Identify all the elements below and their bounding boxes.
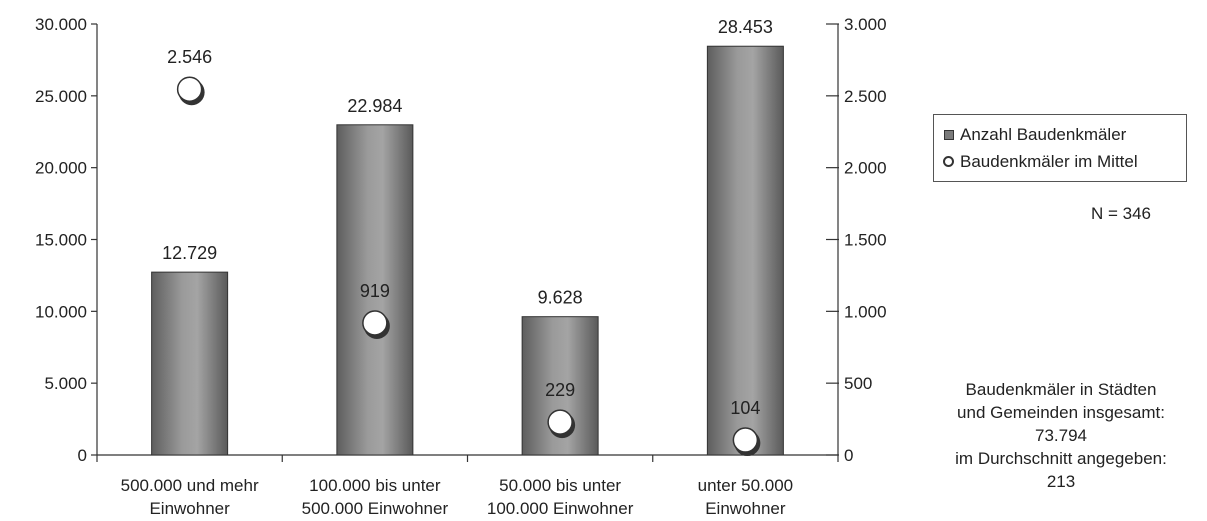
summary-average: 213: [1046, 472, 1076, 491]
left-tick-label: 30.000: [35, 15, 87, 34]
right-tick-label: 1.500: [844, 231, 887, 250]
circle-marker-icon: [943, 156, 954, 167]
summary-line-2: und Gemeinden insgesamt:: [957, 403, 1165, 422]
marker-mittel: [176, 76, 203, 102]
category-label: 500.000 und mehr: [121, 476, 259, 495]
markers: [176, 76, 761, 457]
bar-value-label: 12.729: [162, 243, 217, 263]
bar-value-label: 28.453: [718, 17, 773, 37]
legend-item-markers: Baudenkmäler im Mittel: [942, 148, 1178, 175]
bar-anzahl: [521, 316, 599, 456]
bar-anzahl: [336, 124, 414, 456]
left-tick-label: 10.000: [35, 302, 87, 321]
left-tick-label: 25.000: [35, 87, 87, 106]
right-tick-label: 0: [844, 446, 853, 465]
marker-value-label: 919: [360, 281, 390, 301]
category-label: 100.000 Einwohner: [487, 499, 634, 518]
marker-mittel: [362, 310, 388, 336]
left-tick-label: 20.000: [35, 159, 87, 178]
marker-value-label: 2.546: [167, 47, 212, 67]
right-tick-label: 3.000: [844, 15, 887, 34]
bar-swatch-icon: [944, 129, 954, 140]
marker-value-label: 104: [730, 398, 760, 418]
bars: [151, 45, 784, 456]
bar-anzahl: [706, 45, 784, 456]
sample-size-label: N = 346: [1090, 204, 1151, 223]
category-label: 50.000 bis unter: [499, 476, 621, 495]
marker-value-label: 229: [545, 380, 575, 400]
legend: Anzahl Baudenkmäler Baudenkmäler im Mitt…: [933, 114, 1187, 182]
summary-line-1: Baudenkmäler in Städten: [965, 380, 1157, 399]
right-tick-label: 1.000: [844, 302, 887, 321]
bar-value-label: 22.984: [347, 96, 402, 116]
chart: 0 5.000 10.000 15.000 20.000 25.000 30.000 0 500…: [35, 15, 887, 518]
category-label: 500.000 Einwohner: [302, 499, 449, 518]
bar-anzahl: [151, 271, 229, 456]
marker-mittel: [547, 409, 573, 435]
marker-mittel: [732, 427, 759, 453]
legend-item-bars: Anzahl Baudenkmäler: [942, 121, 1178, 148]
left-tick-label: 15.000: [35, 231, 87, 250]
right-tick-label: 500: [844, 374, 872, 393]
category-label: 100.000 bis unter: [309, 476, 441, 495]
legend-label-bars: Anzahl Baudenkmäler: [960, 124, 1127, 144]
left-tick-label: 5.000: [44, 374, 87, 393]
left-tick-label: 0: [78, 446, 87, 465]
category-label: unter 50.000: [698, 476, 793, 495]
summary-total: 73.794: [1035, 426, 1087, 445]
labels: 12.729 2.546 500.000 und mehr Einwohner 22.9…: [121, 17, 793, 518]
right-tick-label: 2.000: [844, 159, 887, 178]
bar-value-label: 9.628: [538, 288, 583, 308]
summary-line-3: im Durchschnitt angegeben:: [955, 449, 1167, 468]
category-label: Einwohner: [705, 499, 786, 518]
right-tick-label: 2.500: [844, 87, 887, 106]
summary-text: Baudenkmäler in Städten und Gemeinden in…: [930, 378, 1192, 493]
category-label: Einwohner: [149, 499, 230, 518]
legend-label-markers: Baudenkmäler im Mittel: [960, 151, 1138, 171]
